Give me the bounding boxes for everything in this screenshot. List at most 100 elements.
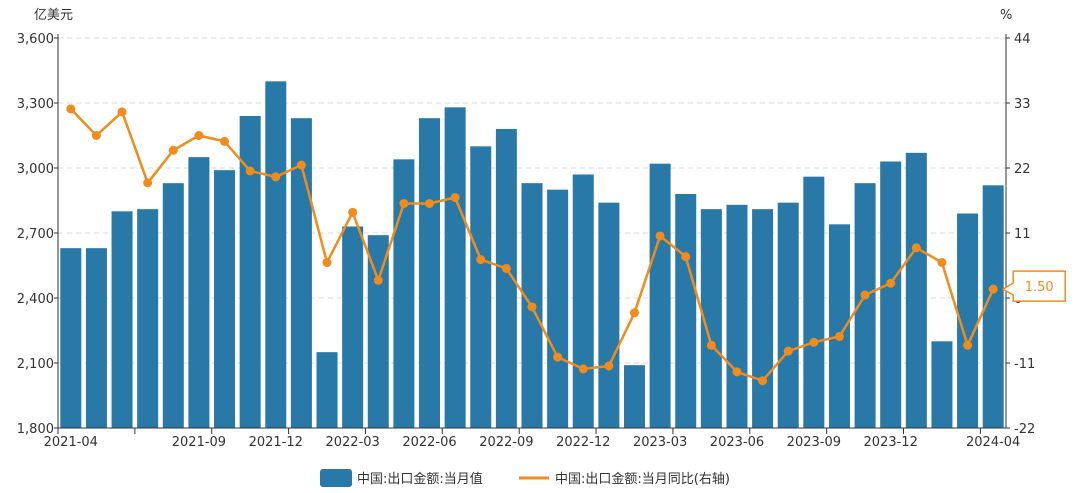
bar — [214, 170, 236, 428]
right-tick-label: 33 — [1014, 97, 1031, 112]
legend-bar-swatch — [320, 469, 352, 487]
yoy-point — [143, 178, 153, 188]
x-tick-label: 2023-03 — [633, 435, 687, 450]
yoy-point — [706, 340, 716, 350]
right-tick-label: -22 — [1014, 422, 1035, 437]
bar — [547, 189, 569, 428]
legend-bar-label: 中国:出口金额:当月值 — [357, 471, 483, 487]
bar — [162, 183, 184, 428]
yoy-point — [425, 198, 435, 208]
bar — [675, 194, 697, 428]
bar — [854, 183, 876, 428]
yoy-point — [168, 145, 178, 155]
right-tick-label: -11 — [1014, 357, 1035, 372]
bar — [316, 352, 338, 428]
bar — [726, 204, 748, 428]
bar — [752, 209, 774, 428]
x-tick-label: 2023-06 — [710, 435, 764, 450]
yoy-point — [527, 302, 537, 312]
yoy-point — [655, 231, 665, 241]
yoy-point — [783, 346, 793, 356]
bar — [623, 365, 645, 428]
yoy-point — [604, 361, 614, 371]
bar — [393, 159, 415, 429]
bar — [367, 235, 389, 428]
yoy-point — [117, 107, 127, 117]
bar — [137, 209, 159, 428]
bar — [957, 213, 979, 428]
bar — [239, 116, 261, 428]
yoy-point — [681, 252, 691, 262]
callout-value: 1.50 — [1025, 280, 1054, 295]
x-tick-label: 2022-09 — [479, 435, 533, 450]
bar — [803, 176, 825, 428]
axes: 1,800-222,100-112,40002,700113,000223,30… — [17, 32, 1035, 450]
yoy-point — [476, 255, 486, 265]
bar — [444, 107, 466, 428]
yoy-point — [245, 166, 255, 176]
bar-series — [60, 81, 1004, 429]
yoy-point — [450, 193, 460, 203]
yoy-point — [578, 364, 588, 374]
right-axis-unit: % — [1000, 8, 1012, 23]
bar — [290, 118, 312, 429]
bar — [905, 152, 927, 429]
yoy-point — [937, 258, 947, 268]
bar — [982, 185, 1004, 428]
x-tick-label: 2021-09 — [172, 435, 226, 450]
yoy-point — [886, 278, 896, 288]
yoy-point — [732, 367, 742, 377]
yoy-point — [988, 284, 998, 294]
line-series — [66, 104, 998, 386]
yoy-point — [553, 352, 563, 362]
yoy-point — [629, 308, 639, 318]
bar — [649, 163, 671, 428]
left-tick-label: 2,100 — [17, 357, 54, 372]
yoy-point — [91, 131, 101, 140]
yoy-point — [501, 263, 511, 273]
x-tick-label: 2021-12 — [249, 435, 303, 450]
legend-line-label: 中国:出口金额:当月同比(右轴) — [555, 471, 730, 487]
yoy-point — [963, 340, 973, 350]
yoy-point — [860, 290, 870, 300]
bar — [470, 146, 492, 429]
x-tick-label: 2022-12 — [556, 435, 610, 450]
yoy-point — [399, 198, 409, 208]
bar — [419, 118, 441, 429]
yoy-point — [66, 104, 76, 114]
bar — [265, 81, 287, 428]
yoy-point — [834, 331, 844, 341]
left-tick-label: 1,800 — [17, 422, 54, 437]
yoy-point — [373, 275, 383, 285]
bar — [598, 202, 620, 428]
x-tick-label: 2023-09 — [787, 435, 841, 450]
yoy-point — [348, 207, 358, 217]
yoy-point — [220, 136, 230, 146]
left-tick-label: 2,700 — [17, 227, 54, 242]
yoy-point — [758, 376, 768, 386]
yoy-point — [809, 337, 819, 347]
bar — [495, 129, 517, 428]
bar — [188, 157, 210, 428]
right-tick-label: 44 — [1014, 32, 1031, 47]
bar — [931, 341, 953, 428]
yoy-point — [911, 243, 921, 253]
left-tick-label: 3,600 — [17, 32, 54, 47]
right-tick-label: 22 — [1014, 162, 1031, 177]
x-tick-label: 2022-03 — [325, 435, 379, 450]
yoy-point — [271, 172, 281, 182]
bar — [342, 226, 364, 428]
left-axis-unit: 亿美元 — [34, 8, 73, 23]
yoy-point — [194, 131, 204, 140]
yoy-point — [322, 258, 332, 268]
bar — [111, 211, 133, 428]
callout-box — [1001, 270, 1066, 302]
right-tick-label: 11 — [1014, 227, 1031, 242]
bar — [700, 209, 722, 428]
x-tick-label: 2024-04 — [966, 435, 1020, 450]
bar — [85, 248, 107, 428]
x-tick-label: 2022-06 — [402, 435, 456, 450]
bar — [880, 161, 902, 428]
